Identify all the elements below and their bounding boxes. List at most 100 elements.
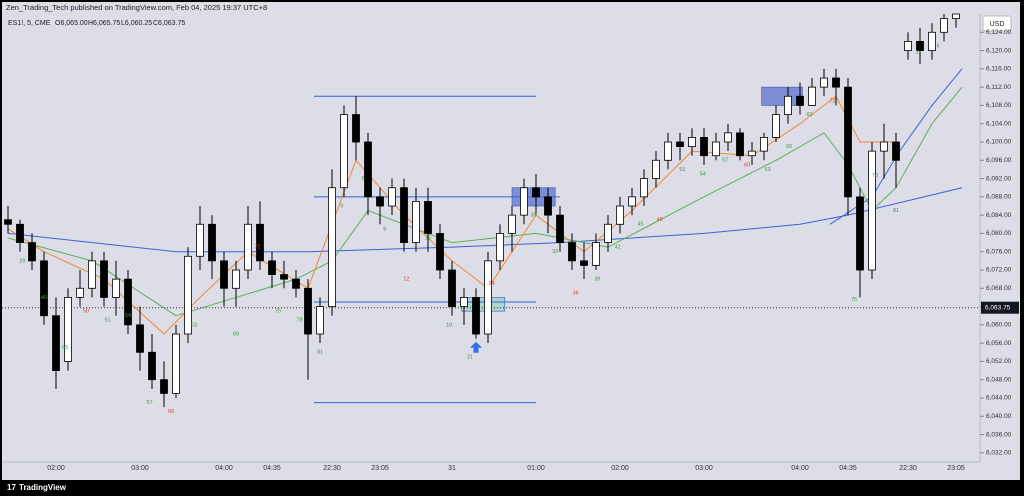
bar-count-label: 63 xyxy=(765,167,771,173)
bar-count-label: 63 xyxy=(191,322,197,328)
candle-body xyxy=(292,278,300,289)
candle-body xyxy=(508,214,516,234)
currency-button[interactable] xyxy=(982,15,1012,32)
candle-body xyxy=(160,379,168,394)
y-tick-label: 6,032.00 xyxy=(986,450,1012,457)
bar-count-label: 54 xyxy=(700,171,706,177)
candle-body xyxy=(220,260,228,289)
candle-body xyxy=(652,159,660,179)
currency[interactable]: USD xyxy=(990,21,1005,28)
candle-body xyxy=(748,150,756,157)
candle-body xyxy=(184,255,192,335)
candle-body xyxy=(76,287,84,298)
logo-icon: 17 xyxy=(7,483,16,492)
bar-count-label: 40 xyxy=(41,295,47,301)
candle-body xyxy=(196,223,204,257)
candle-body xyxy=(592,242,600,266)
x-tick-label: 04:35 xyxy=(839,465,857,472)
y-tick-label: 6,100.00 xyxy=(986,139,1012,146)
bar-count-label: 3 xyxy=(340,203,343,209)
candle-body xyxy=(736,132,744,157)
candle-body xyxy=(112,278,120,298)
candle-body xyxy=(364,141,372,198)
ohlc-low: L6,060.25 xyxy=(121,20,152,27)
bar-count-label: 12 xyxy=(403,277,409,283)
candle-body xyxy=(844,86,852,198)
publisher: Zen_Trading_Tech published on TradingVie… xyxy=(6,3,267,12)
candle-body xyxy=(880,141,888,152)
candle-body xyxy=(760,137,768,152)
bar-count-label: 78 xyxy=(297,318,303,324)
bar-count-label: 75 xyxy=(851,297,857,303)
candle-body xyxy=(448,269,456,307)
candle-body xyxy=(400,187,408,243)
y-tick-label: 6,116.00 xyxy=(986,66,1011,73)
y-tick-label: 6,052.00 xyxy=(986,358,1012,365)
bar-count-label: 9 xyxy=(383,226,386,232)
candle-body xyxy=(40,260,48,317)
bar-count-label: 15 xyxy=(425,235,431,241)
candle-body xyxy=(532,187,540,198)
candle-body xyxy=(820,77,828,88)
candle-body xyxy=(472,297,480,335)
candle-body xyxy=(856,196,864,271)
candle-body xyxy=(928,31,936,51)
candle-body xyxy=(232,269,240,289)
y-tick-label: 6,124.00 xyxy=(986,29,1012,36)
bar-count-label: 48 xyxy=(657,217,663,223)
candle-body xyxy=(244,223,252,271)
bar-count-label: 78 xyxy=(872,173,878,179)
y-tick-label: 6,048.00 xyxy=(986,376,1012,383)
y-tick-label: 6,060.00 xyxy=(986,322,1012,329)
candle-body xyxy=(88,260,96,289)
candle-body xyxy=(136,324,144,353)
candle-body xyxy=(28,242,36,262)
x-tick-label: 04:00 xyxy=(215,465,233,472)
candle-body xyxy=(712,141,720,157)
y-tick-label: 6,044.00 xyxy=(986,395,1012,402)
candle-body xyxy=(808,86,816,106)
candle-body xyxy=(568,242,576,262)
bar-count-label: 72 xyxy=(255,245,261,251)
candle-body xyxy=(16,223,24,243)
bar-count-label: 66 xyxy=(786,144,792,150)
x-tick-label: 01:00 xyxy=(527,465,545,472)
candle-body xyxy=(280,274,288,280)
bar-count-label: 51 xyxy=(105,318,111,324)
candle-body xyxy=(544,196,552,216)
candle-body xyxy=(784,95,792,115)
bar-count-label: 33 xyxy=(552,249,558,255)
candle-body xyxy=(340,114,348,189)
footer-bar xyxy=(2,480,1020,496)
bar-count-label: 6 xyxy=(362,176,365,182)
candle-body xyxy=(952,13,960,19)
bar-count-label: 54 xyxy=(125,313,131,319)
candle-body xyxy=(484,260,492,335)
bar-count-label: 57 xyxy=(722,158,728,164)
candle-body xyxy=(676,141,684,147)
candle-body xyxy=(940,18,948,33)
candle-body xyxy=(52,315,60,371)
candle-body xyxy=(640,178,648,198)
candle-body xyxy=(376,196,384,207)
candle-body xyxy=(772,114,780,138)
candle-body xyxy=(796,95,804,106)
bar-count-label: 60 xyxy=(744,162,750,168)
candle-body xyxy=(268,260,276,275)
signal-arrow xyxy=(470,341,482,353)
bar-count-label: 69 xyxy=(807,112,813,118)
y-tick-label: 6,104.00 xyxy=(986,120,1012,127)
x-tick-label: 23:05 xyxy=(947,465,965,472)
bar-count-label: 36 xyxy=(573,290,579,296)
candle-body xyxy=(328,187,336,307)
y-tick-label: 6,112.00 xyxy=(986,84,1011,91)
x-tick-label: 02:00 xyxy=(47,465,65,472)
candle-body xyxy=(496,233,504,262)
candle-body xyxy=(304,287,312,335)
x-tick-label: 03:00 xyxy=(131,465,149,472)
bar-count-label: 30 xyxy=(531,213,537,219)
bar-count-label: 21 xyxy=(467,354,473,360)
y-tick-label: 6,076.00 xyxy=(986,248,1012,255)
candle-body xyxy=(832,77,840,88)
